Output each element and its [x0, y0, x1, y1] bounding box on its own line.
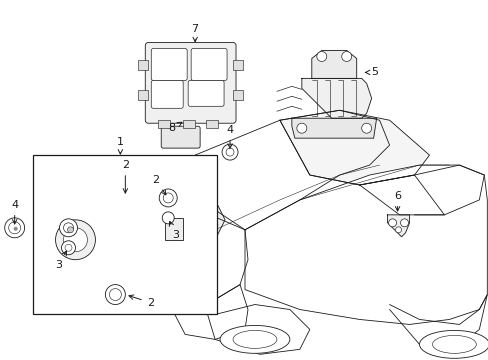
Polygon shape [359, 165, 483, 215]
Text: 2: 2 [122, 160, 129, 193]
Text: 3: 3 [169, 221, 178, 240]
Polygon shape [182, 200, 224, 240]
Ellipse shape [233, 330, 276, 348]
Circle shape [225, 148, 234, 156]
Polygon shape [170, 175, 247, 300]
FancyBboxPatch shape [145, 42, 236, 123]
FancyBboxPatch shape [191, 49, 226, 80]
Bar [138, 90, 148, 100]
Bar [33, 155, 217, 315]
FancyBboxPatch shape [188, 80, 224, 106]
Circle shape [105, 285, 125, 305]
Polygon shape [95, 260, 147, 276]
Text: 3: 3 [55, 251, 66, 270]
Bar [233, 90, 243, 100]
Polygon shape [97, 197, 150, 210]
Circle shape [222, 144, 238, 160]
Circle shape [14, 227, 18, 231]
Polygon shape [387, 215, 408, 237]
Circle shape [67, 227, 73, 233]
Bar [165, 218, 183, 240]
Text: 2: 2 [129, 295, 154, 307]
Circle shape [9, 222, 20, 234]
Circle shape [5, 218, 24, 238]
Text: 1: 1 [117, 137, 123, 154]
Polygon shape [291, 118, 376, 138]
Bar [138, 60, 148, 71]
Polygon shape [175, 110, 389, 230]
Circle shape [163, 193, 173, 203]
Text: 4: 4 [11, 200, 18, 224]
Circle shape [400, 219, 407, 227]
Ellipse shape [431, 336, 475, 353]
Polygon shape [244, 165, 487, 324]
Text: 5: 5 [365, 67, 377, 77]
Circle shape [109, 289, 121, 301]
Bar [158, 120, 170, 128]
Circle shape [65, 244, 72, 251]
Circle shape [159, 189, 177, 207]
Bar [205, 120, 218, 128]
Circle shape [296, 123, 306, 133]
Polygon shape [172, 260, 247, 339]
Circle shape [61, 241, 75, 255]
Ellipse shape [419, 330, 488, 358]
Bar [183, 120, 195, 128]
Text: 6: 6 [393, 191, 400, 211]
FancyBboxPatch shape [151, 49, 187, 80]
Circle shape [395, 227, 401, 233]
Polygon shape [87, 210, 163, 260]
Text: 8: 8 [168, 122, 182, 133]
Bar [233, 60, 243, 71]
Circle shape [361, 123, 371, 133]
Polygon shape [311, 50, 356, 78]
FancyBboxPatch shape [151, 80, 183, 108]
Polygon shape [301, 78, 371, 118]
Circle shape [60, 219, 77, 237]
Circle shape [162, 212, 174, 224]
Text: 4: 4 [226, 125, 233, 148]
Circle shape [341, 51, 351, 62]
Text: 7: 7 [191, 24, 198, 42]
Polygon shape [279, 110, 428, 185]
Circle shape [56, 220, 95, 260]
Polygon shape [170, 260, 190, 300]
Circle shape [388, 219, 396, 227]
Circle shape [63, 228, 87, 252]
Circle shape [316, 51, 326, 62]
Ellipse shape [220, 325, 289, 353]
FancyBboxPatch shape [161, 126, 200, 148]
Text: 2: 2 [151, 175, 165, 195]
Circle shape [63, 223, 73, 233]
